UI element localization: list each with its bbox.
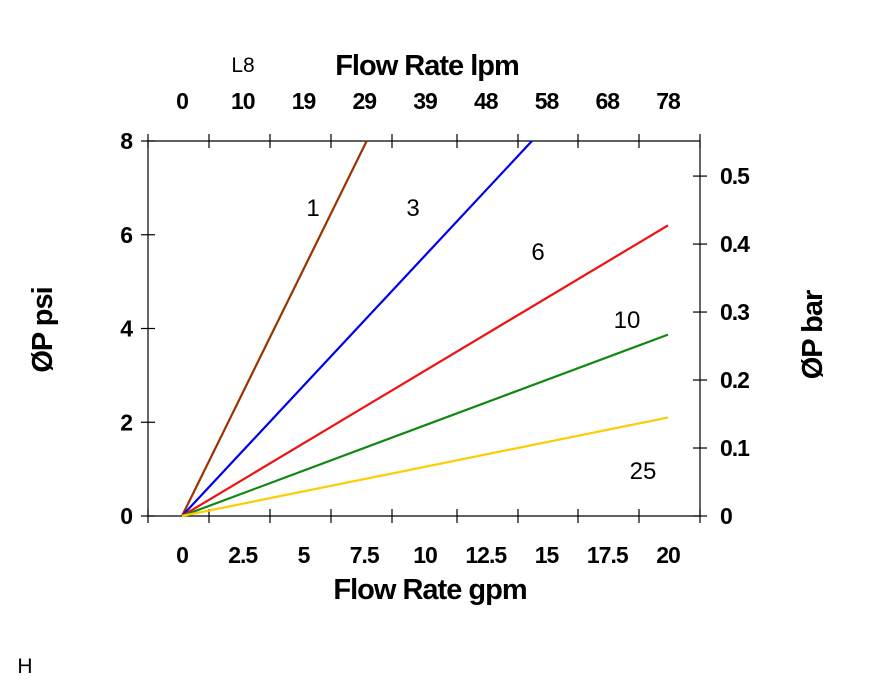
x-top-tick-label: 58 [535, 88, 560, 114]
x-top-tick-label: 29 [352, 88, 376, 114]
x-bottom-tick-label: 12.5 [465, 542, 507, 568]
y-right-tick-label: 0.5 [720, 163, 750, 189]
y-right-tick-label: 0 [720, 503, 732, 529]
series-line-3 [181, 140, 533, 517]
x-bottom-tick-label: 10 [413, 542, 437, 568]
x-bottom-tick-label: 15 [535, 542, 560, 568]
x-top-axis-title: Flow Rate lpm [335, 50, 519, 82]
x-top-tick-label: 68 [595, 88, 620, 114]
series-line-6 [181, 224, 669, 517]
y-left-axis-title: ØP psi [27, 287, 59, 372]
x-bottom-axis-title: Flow Rate gpm [333, 574, 526, 606]
y-right-axis-title: ØP bar [797, 290, 829, 379]
y-right-tick-label: 0.3 [720, 299, 749, 325]
series-group: 1 3 6 10 25 [181, 140, 669, 518]
series-label-6: 6 [531, 239, 544, 266]
x-top-tick-label: 48 [474, 88, 499, 114]
top-left-label: L8 [231, 54, 254, 77]
series-label-1: 1 [306, 195, 319, 222]
y-right-tick-label: 0.4 [720, 231, 750, 257]
y-left-tick-label: 8 [120, 128, 133, 154]
axes: 0 2.5 5 7.5 10 12.5 15 17.5 200 10 19 29 39 48 58 68 780… [120, 88, 751, 568]
series-label-10: 10 [614, 307, 641, 334]
x-bottom-tick-label: 17.5 [587, 542, 629, 568]
x-top-tick-label: 78 [656, 88, 681, 114]
bottom-left-label: H [17, 655, 32, 678]
y-left-tick-label: 6 [120, 222, 132, 248]
series-line-10 [181, 333, 669, 518]
x-top-tick-label: 10 [231, 88, 255, 114]
y-left-tick-label: 4 [120, 316, 133, 342]
x-top-tick-label: 19 [292, 88, 316, 114]
series-label-25: 25 [630, 458, 657, 485]
series-label-3: 3 [406, 195, 419, 222]
series-line-25 [181, 416, 669, 518]
series-line-1 [181, 140, 368, 517]
x-bottom-tick-label: 5 [298, 542, 311, 568]
x-bottom-tick-label: 2.5 [228, 542, 258, 568]
x-bottom-tick-label: 7.5 [350, 542, 380, 568]
y-left-tick-label: 2 [120, 409, 132, 435]
y-right-tick-label: 0.1 [720, 435, 750, 461]
y-left-tick-label: 0 [120, 503, 132, 529]
x-top-tick-label: 0 [176, 88, 188, 114]
x-bottom-tick-label: 20 [656, 542, 680, 568]
x-bottom-tick-label: 0 [176, 542, 188, 568]
x-top-tick-label: 39 [413, 88, 437, 114]
y-right-tick-label: 0.2 [720, 367, 749, 393]
